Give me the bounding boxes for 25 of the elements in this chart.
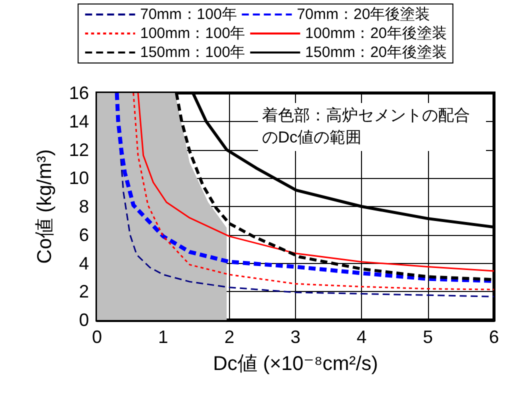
x-tick-label: 5: [422, 327, 433, 347]
legend-label: 70mm：20年後塗装: [296, 6, 430, 23]
y-tick-label: 6: [78, 224, 89, 245]
y-tick-label: 10: [68, 168, 89, 188]
x-tick-label: 3: [290, 327, 301, 347]
y-tick-label: 4: [78, 253, 89, 274]
y-tick-label: 16: [68, 83, 89, 103]
y-tick-label: 8: [78, 196, 89, 216]
y-tick-label: 12: [68, 140, 89, 160]
x-tick-label: 2: [224, 327, 234, 347]
x-tick-label: 0: [92, 327, 102, 347]
y-tick-label: 0: [78, 310, 89, 330]
x-tick-label: 4: [356, 327, 367, 347]
legend-label: 150mm：100年: [140, 44, 246, 61]
x-tick-label: 6: [488, 327, 500, 347]
legend-label: 70mm：100年: [140, 6, 237, 23]
annotation: 着色部：高炉セメントの配合のDc値の範囲: [262, 106, 470, 146]
x-axis-title: Dc値 (×10⁻⁸cm²/s): [212, 353, 378, 375]
legend-label: 150mm：20年後塗装: [305, 44, 447, 61]
y-tick-label: 14: [68, 111, 89, 132]
y-tick-label: 2: [78, 282, 89, 302]
legend-label: 100mm：100年: [140, 25, 246, 42]
y-axis-title: Co値 (kg/m³): [34, 149, 56, 264]
x-tick-label: 1: [158, 327, 168, 347]
legend-label: 100mm：20年後塗装: [305, 25, 447, 42]
